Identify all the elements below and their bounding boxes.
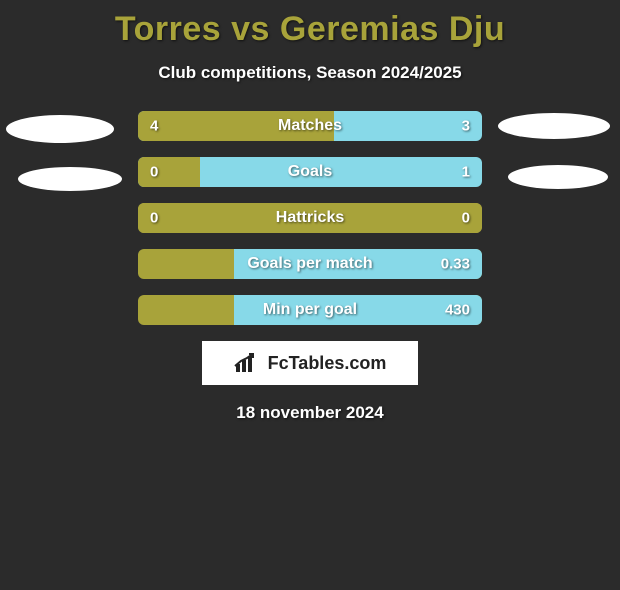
- stat-row: 0 Goals 1: [138, 157, 482, 187]
- stat-label: Goals: [288, 163, 332, 181]
- stat-value-right: 0.33: [441, 256, 470, 273]
- stat-fill-left: [138, 157, 200, 187]
- logo-text: FcTables.com: [268, 353, 387, 374]
- comparison-title: Torres vs Geremias Dju: [0, 10, 620, 49]
- player-badge-ellipse: [18, 167, 122, 191]
- fctables-logo: FcTables.com: [202, 341, 418, 385]
- stat-label: Goals per match: [247, 255, 372, 273]
- comparison-bars: 4 Matches 3 0 Goals 1 0 Hattricks 0 Goals per mat…: [138, 111, 482, 325]
- stat-value-left: 0: [150, 210, 158, 227]
- stat-row: 0 Hattricks 0: [138, 203, 482, 233]
- player-badge-ellipse: [498, 113, 610, 139]
- stat-label: Min per goal: [263, 301, 357, 319]
- stat-value-right: 430: [445, 302, 470, 319]
- stat-row: Min per goal 430: [138, 295, 482, 325]
- stat-value-left: 0: [150, 164, 158, 181]
- comparison-subtitle: Club competitions, Season 2024/2025: [0, 63, 620, 83]
- chart-stage: 4 Matches 3 0 Goals 1 0 Hattricks 0 Goals per mat…: [0, 111, 620, 325]
- stat-row: 4 Matches 3: [138, 111, 482, 141]
- snapshot-date: 18 november 2024: [0, 403, 620, 423]
- stat-value-right: 3: [462, 118, 470, 135]
- stat-row: Goals per match 0.33: [138, 249, 482, 279]
- stat-label: Hattricks: [276, 209, 344, 227]
- player-badge-ellipse: [508, 165, 608, 189]
- bar-chart-icon: [234, 352, 262, 374]
- stat-value-left: 4: [150, 118, 158, 135]
- player-badge-ellipse: [6, 115, 114, 143]
- stat-label: Matches: [278, 117, 342, 135]
- stat-value-right: 0: [462, 210, 470, 227]
- stat-value-right: 1: [462, 164, 470, 181]
